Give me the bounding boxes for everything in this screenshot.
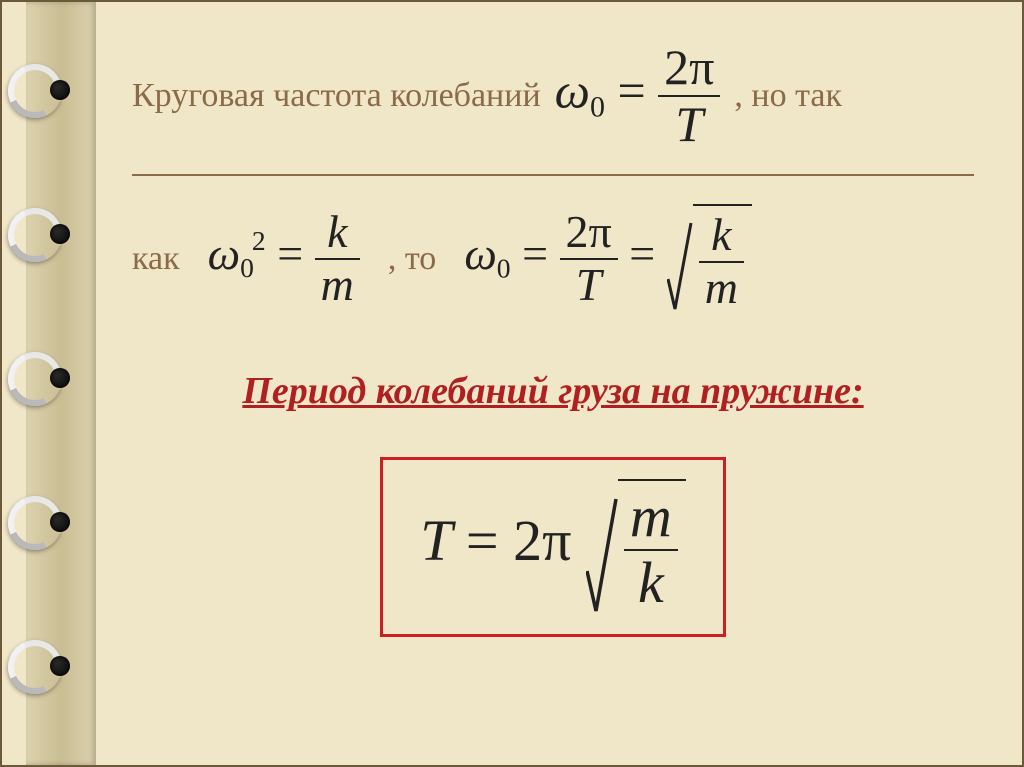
word-to: , то: [388, 240, 436, 278]
slide: Круговая частота колебаний ω0 = 2π T , н…: [0, 0, 1024, 767]
heading-underline: [132, 174, 974, 176]
equation-period: T = 2π m k: [420, 479, 686, 615]
fraction-2pi-over-T: 2π T: [658, 40, 720, 152]
word-kak: как: [132, 240, 180, 278]
body-line-2: как ω02 = k m , то ω0 = 2π T: [132, 204, 974, 313]
ring-icon: [8, 346, 72, 410]
heading-line-1: Круговая частота колебаний ω0 = 2π T , н…: [132, 40, 974, 152]
heading-leading-text: Круговая частота колебаний: [132, 77, 541, 115]
ring-icon: [8, 58, 72, 122]
subscript-zero: 0: [590, 90, 605, 123]
equation-omega-definition: ω0 = 2π T: [555, 40, 721, 152]
period-formula-box: T = 2π m k: [380, 457, 726, 637]
symbol-omega: ω: [555, 62, 590, 118]
subtitle-period: Период колебаний груза на пружине:: [132, 369, 974, 413]
equation-omega-squared: ω02 = k m: [208, 207, 360, 310]
heading-trailing-text: , но так: [734, 77, 842, 115]
sqrt-k-over-m: k m: [667, 204, 752, 313]
equation-omega-chain: ω0 = 2π T = k m: [464, 204, 752, 313]
spiral-binding: [26, 2, 96, 765]
slide-content: Круговая частота колебаний ω0 = 2π T , н…: [112, 2, 994, 765]
ring-icon: [8, 634, 72, 698]
sqrt-m-over-k: m k: [586, 479, 686, 615]
ring-icon: [8, 490, 72, 554]
ring-icon: [8, 202, 72, 266]
fraction-k-over-m: k m: [315, 207, 360, 310]
fraction-2pi-over-T-b: 2π T: [560, 207, 618, 310]
